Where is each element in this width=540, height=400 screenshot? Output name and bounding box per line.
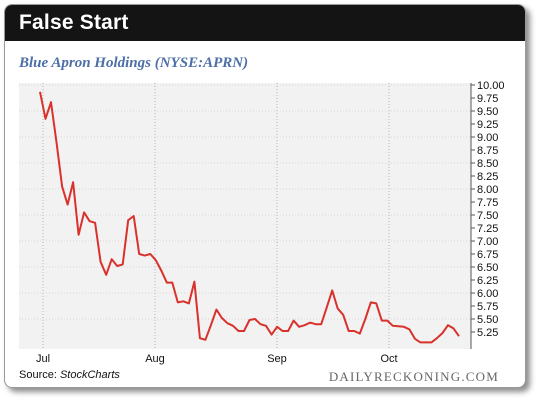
y-tick-label: 7.00 (477, 236, 498, 248)
y-tick-label: 10.00 (477, 80, 505, 92)
y-tick-label: 6.75 (477, 249, 498, 261)
x-tick-label: Oct (380, 353, 397, 365)
y-tick-label: 8.25 (477, 171, 498, 183)
y-tick-label: 6.25 (477, 275, 498, 287)
source-name: StockCharts (59, 369, 120, 381)
y-tick-label: 9.50 (477, 106, 498, 118)
y-tick-label: 6.50 (477, 262, 498, 274)
y-tick-label: 6.00 (477, 288, 498, 300)
plot-area (19, 83, 471, 349)
y-tick-label: 5.75 (477, 301, 498, 313)
y-tick-label: 8.00 (477, 184, 498, 196)
chart-card: False Start Blue Apron Holdings (NYSE:AP… (4, 4, 526, 388)
source-prefix: Source: (19, 369, 60, 381)
brand-watermark: DAILYRECKONING.COM (328, 369, 499, 384)
y-tick-label: 5.25 (477, 327, 498, 339)
chart-title: Blue Apron Holdings (NYSE:APRN) (19, 55, 249, 71)
y-tick-label: 5.50 (477, 314, 498, 326)
y-tick-label: 9.25 (477, 119, 498, 131)
price-chart: 5.255.505.756.006.256.506.757.007.257.50… (19, 80, 505, 365)
price-series-line (39, 91, 460, 344)
y-tick-label: 7.50 (477, 210, 498, 222)
header-bar: False Start (5, 5, 525, 41)
chart-heading: False Start (19, 11, 129, 34)
y-tick-label: 9.00 (477, 132, 498, 144)
x-tick-label: Jul (36, 353, 50, 365)
y-tick-label: 8.75 (477, 145, 498, 157)
x-tick-label: Sep (267, 353, 287, 365)
y-tick-label: 7.75 (477, 197, 498, 209)
y-tick-label: 9.75 (477, 93, 498, 105)
y-tick-label: 8.50 (477, 158, 498, 170)
source-note: Source: StockCharts (19, 369, 120, 381)
x-tick-label: Aug (145, 353, 165, 365)
y-tick-label: 7.25 (477, 223, 498, 235)
